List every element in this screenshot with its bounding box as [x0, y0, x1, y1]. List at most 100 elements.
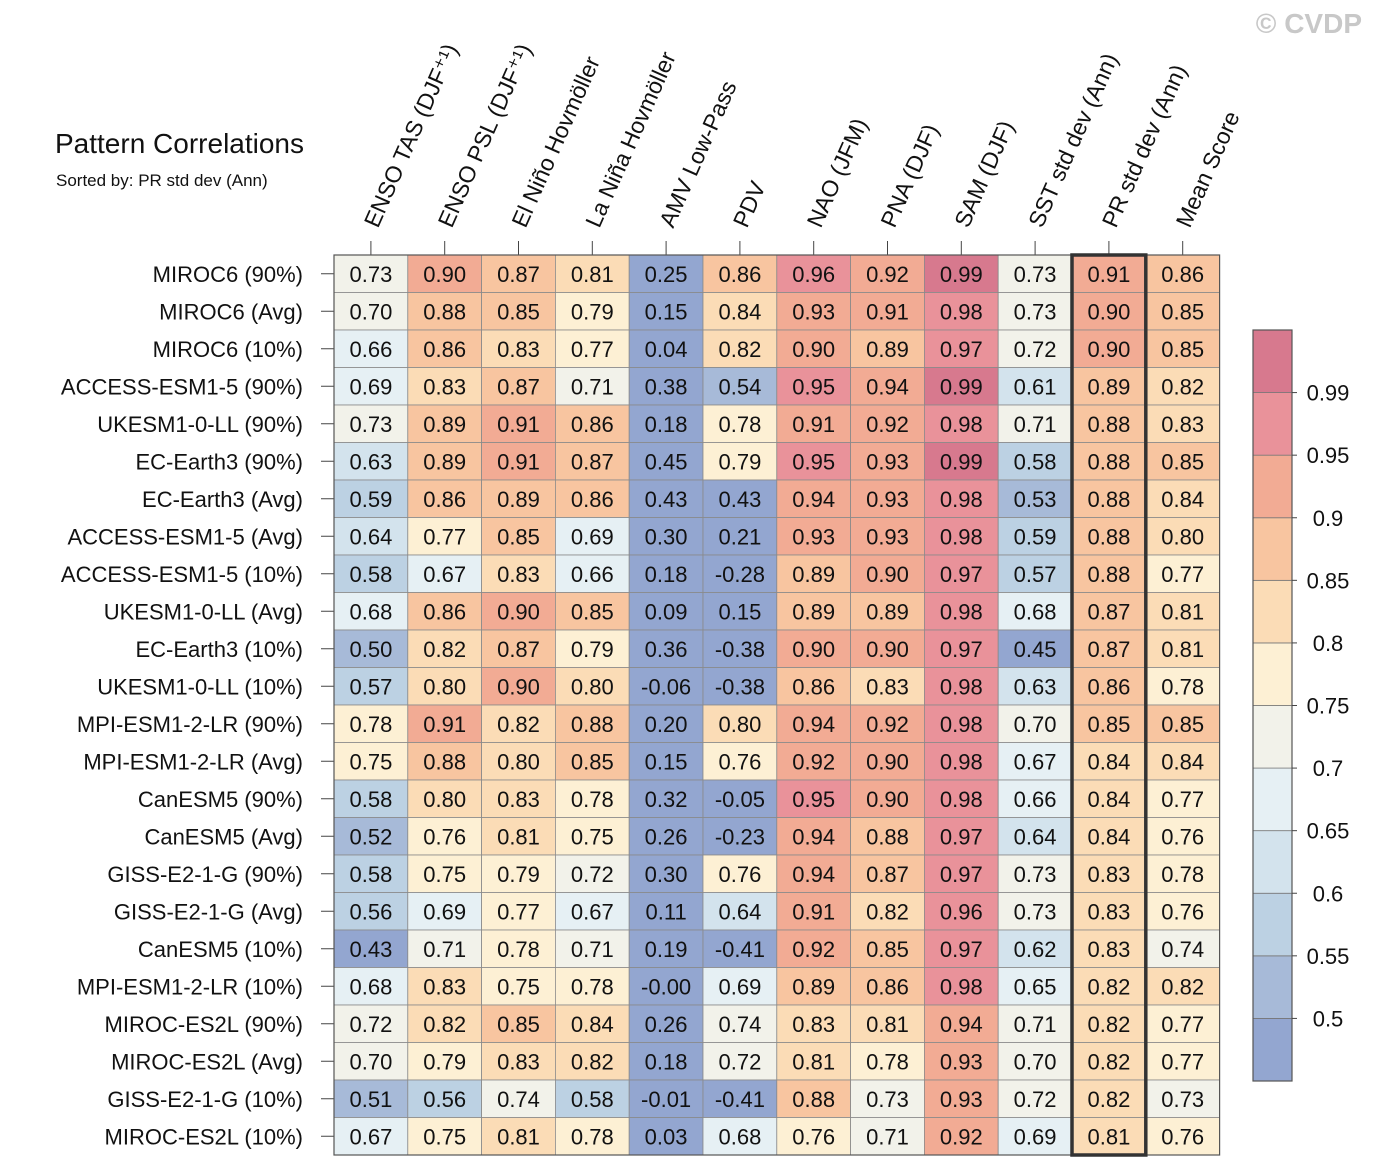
cell-value-label: 0.83: [497, 337, 540, 362]
heatmap-cell: [1071, 404, 1147, 443]
cell-value-label: 0.71: [1014, 1012, 1057, 1037]
cell-value-label: 0.85: [1087, 712, 1130, 737]
cell-value-label: 0.94: [792, 862, 835, 887]
cell-value-label: 0.77: [423, 524, 466, 549]
heatmap-cell: [333, 404, 409, 443]
cell-value-label: 0.77: [1161, 787, 1204, 812]
cell-value-label: 0.71: [866, 1124, 909, 1149]
heatmap-cell: [481, 367, 556, 406]
colorbar-tick-label: 0.95: [1307, 443, 1350, 468]
heatmap-cell: [924, 967, 999, 1006]
cell-value-label: 0.83: [423, 974, 466, 999]
heatmap-cell: [776, 1042, 851, 1081]
column-label: PNA (DJF): [875, 120, 943, 231]
cell-value-label: 0.97: [940, 937, 983, 962]
heatmap-cell: [997, 742, 1073, 781]
cell-value-label: 0.97: [940, 637, 983, 662]
cell-value-label: 0.69: [718, 974, 761, 999]
cell-value-label: 0.74: [718, 1012, 761, 1037]
cell-value-label: 0.78: [1161, 862, 1204, 887]
cell-value-label: 0.72: [718, 1049, 761, 1074]
cell-value-label: 0.83: [1161, 412, 1204, 437]
heatmap-cell: [776, 779, 851, 818]
heatmap-cell: [555, 929, 630, 968]
heatmap-cell: [555, 479, 630, 518]
cell-value-label: 0.58: [1014, 449, 1057, 474]
cell-value-label: 0.71: [423, 937, 466, 962]
cell-value-label: 0.94: [792, 824, 835, 849]
heatmap-cell: [776, 892, 851, 931]
cell-value-label: 0.93: [866, 449, 909, 474]
cell-value-label: 0.78: [571, 974, 614, 999]
heatmap-cell: [407, 329, 482, 368]
cell-value-label: 0.73: [349, 412, 392, 437]
heatmap-cell: [481, 929, 556, 968]
cell-value-label: 0.89: [792, 562, 835, 587]
cell-value-label: 0.68: [1014, 599, 1057, 624]
heatmap-cell: [628, 1079, 704, 1118]
heatmap-cell: [407, 704, 482, 743]
row-label: UKESM1-0-LL (10%): [97, 674, 303, 699]
cell-value-label: 0.63: [349, 449, 392, 474]
cell-value-label: 0.92: [866, 262, 909, 287]
cell-value-label: 0.99: [940, 449, 983, 474]
heatmap-cell: [1145, 667, 1221, 706]
cell-value-label: 0.90: [792, 337, 835, 362]
cell-value-label: 0.77: [1161, 562, 1204, 587]
cell-value-label: 0.94: [866, 374, 909, 399]
heatmap-cell: [776, 742, 851, 781]
heatmap-cell: [997, 1117, 1073, 1156]
heatmap-cell: [628, 592, 704, 631]
cell-value-label: 0.80: [423, 787, 466, 812]
cell-value-label: 0.85: [1161, 449, 1204, 474]
heatmap-cell: [628, 329, 704, 368]
cell-value-label: 0.72: [571, 862, 614, 887]
heatmap-cell: [407, 592, 482, 631]
heatmap-cell: [333, 817, 409, 856]
cell-value-label: 0.86: [866, 974, 909, 999]
heatmap-cell: [924, 404, 999, 443]
colorbar-segment: [1252, 892, 1293, 957]
heatmap-cell: [997, 817, 1073, 856]
cell-value-label: 0.90: [866, 787, 909, 812]
cell-value-label: 0.95: [792, 374, 835, 399]
cell-value-label: -0.41: [715, 1087, 765, 1112]
heatmap-cell: [997, 329, 1073, 368]
cell-value-label: 0.68: [349, 599, 392, 624]
cell-value-label: 0.75: [423, 862, 466, 887]
cell-value-label: 0.59: [1014, 524, 1057, 549]
heatmap-cell: [702, 442, 778, 481]
cell-value-label: -0.28: [715, 562, 765, 587]
cell-value-label: 0.91: [497, 412, 540, 437]
heatmap-cell: [481, 817, 556, 856]
cell-value-label: 0.81: [792, 1049, 835, 1074]
cell-value-label: 0.61: [1014, 374, 1057, 399]
cell-value-label: 0.73: [349, 262, 392, 287]
heatmap-cell: [776, 517, 851, 556]
cell-value-label: 0.15: [718, 599, 761, 624]
heatmap-cell: [924, 742, 999, 781]
cell-value-label: 0.74: [497, 1087, 540, 1112]
cell-value-label: 0.52: [349, 824, 392, 849]
heatmap-cell: [1145, 292, 1221, 331]
heatmap-cell: [997, 967, 1073, 1006]
heatmap-cell: [555, 704, 630, 743]
cell-value-label: 0.86: [1161, 262, 1204, 287]
cell-value-label: 0.67: [1014, 749, 1057, 774]
cell-value-label: 0.93: [866, 524, 909, 549]
column-label: AMV Low-Pass: [654, 77, 742, 231]
cell-value-label: 0.89: [1087, 374, 1130, 399]
cell-value-label: 0.43: [349, 937, 392, 962]
heatmap-cell: [333, 1079, 409, 1118]
cell-value-label: 0.82: [1161, 974, 1204, 999]
cell-value-label: 0.82: [1087, 1049, 1130, 1074]
cell-value-label: 0.88: [423, 299, 466, 324]
heatmap-cell: [702, 292, 778, 331]
heatmap-cell: [924, 1117, 999, 1156]
heatmap-cell: [924, 667, 999, 706]
cell-value-label: 0.91: [497, 449, 540, 474]
heatmap-cell: [997, 592, 1073, 631]
cell-value-label: 0.53: [1014, 487, 1057, 512]
cell-value-label: 0.76: [423, 824, 466, 849]
colorbar-segment: [1252, 1018, 1293, 1082]
